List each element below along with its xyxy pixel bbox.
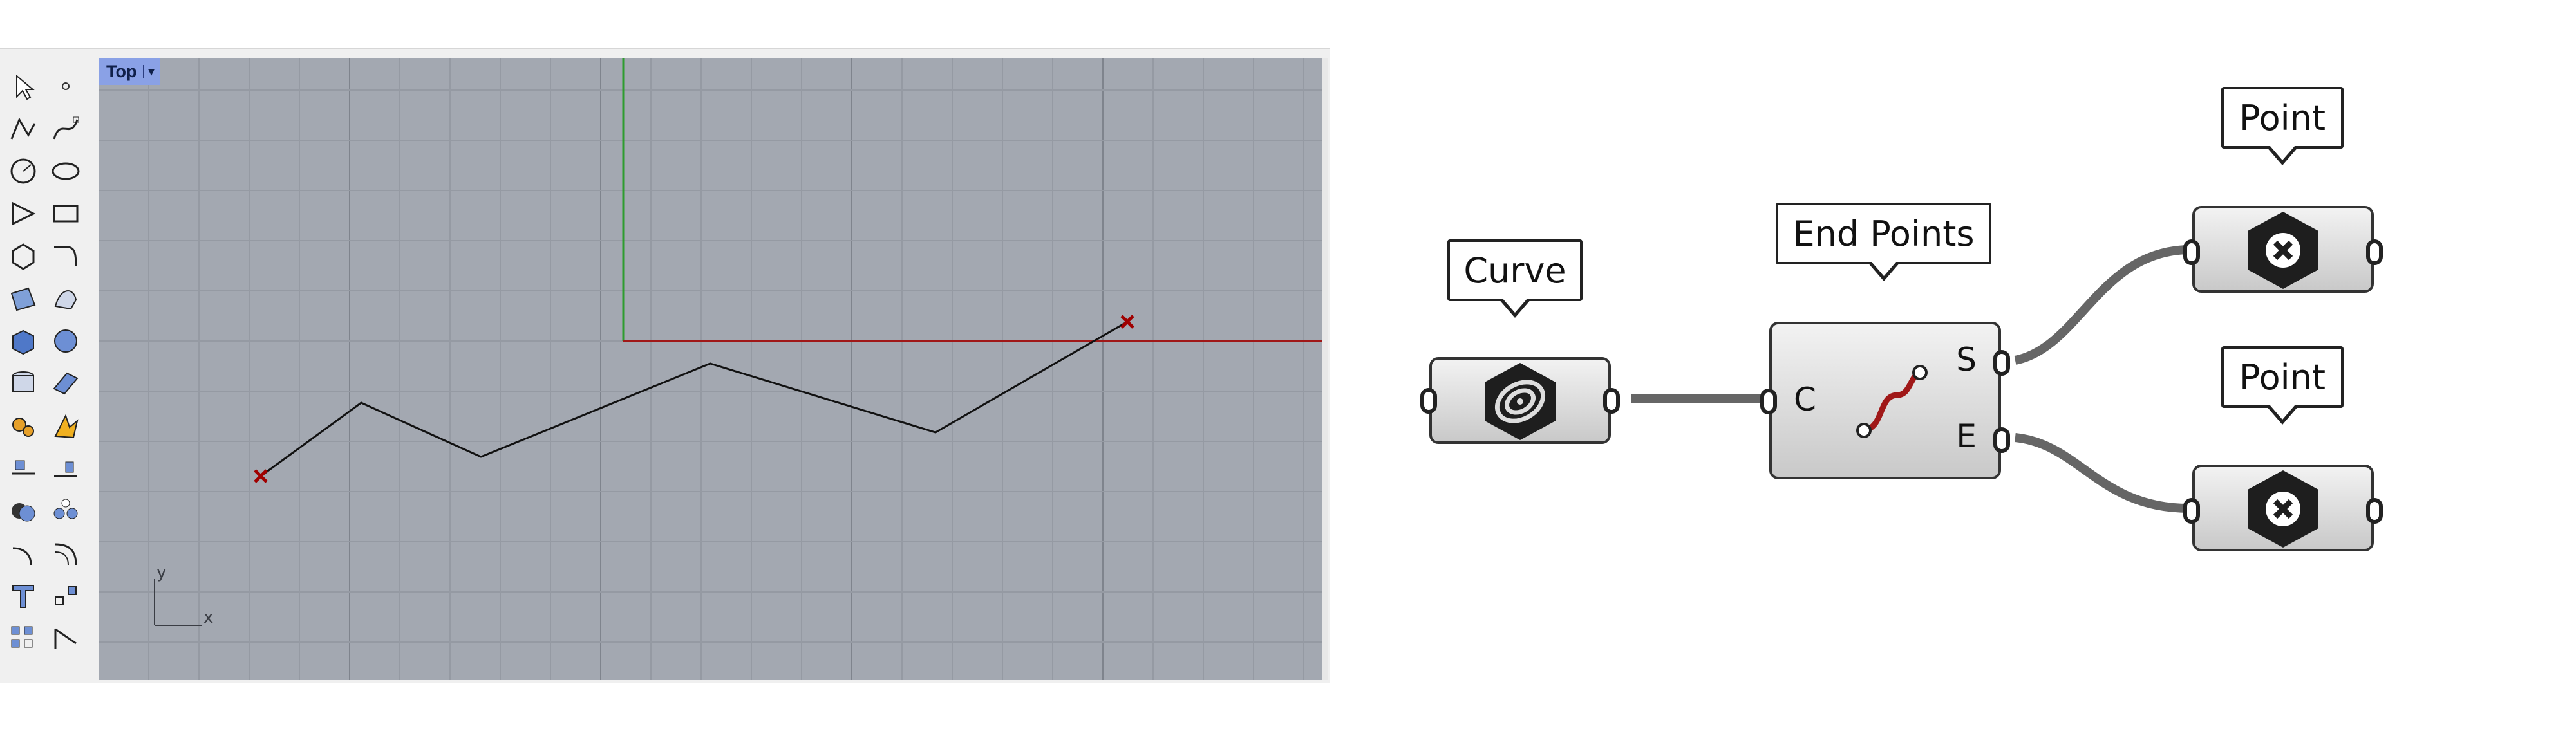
end-points-component[interactable]: C S E [1760,322,2010,479]
curve-start-point [254,469,268,483]
curve-cv-icon[interactable] [48,111,84,147]
point-2-output-port[interactable] [2366,498,2383,524]
rectangle-icon[interactable] [48,196,84,232]
wires [1631,245,2190,513]
trim-icon[interactable] [5,450,41,486]
axis-x-label: x [203,608,214,627]
curve-input-port[interactable] [1420,388,1437,414]
sphere-icon[interactable] [48,323,84,359]
circle-icon[interactable] [5,153,41,189]
left-toolbar [0,55,97,683]
point-parameter-1[interactable] [2183,206,2383,293]
output-s-label: S [1956,341,1977,378]
output-e-label: E [1956,418,1977,455]
point-icon[interactable] [48,68,84,104]
group-icon[interactable] [48,493,84,529]
point-param-icon-1 [2248,212,2318,289]
boolean-split-icon[interactable] [48,408,84,444]
output-e-port[interactable] [1993,427,2010,453]
curve-label-bubble: Curve [1447,239,1583,318]
end-points-icon [1856,365,1928,438]
curve-param-icon [1485,363,1556,440]
polyline-curve [260,320,1128,477]
cylinder-icon[interactable] [5,365,41,401]
grasshopper-canvas: Curve End Points C S E Point [1352,0,2562,729]
viewport-dropdown-icon[interactable]: ▾ [143,64,155,78]
wire-end-to-point [2015,433,2190,513]
dimension-icon[interactable] [48,620,84,656]
mesh-plane-icon[interactable] [48,365,84,401]
curve-parameter[interactable] [1420,357,1620,444]
arc-icon[interactable] [5,196,41,232]
viewport-title-tab[interactable]: Top ▾ [99,58,160,85]
viewport-grid [99,58,1322,680]
axis-y-label: y [156,563,167,582]
end-points-label-bubble: End Points [1776,203,1991,281]
point-param-icon-2 [2248,470,2318,548]
move-icon[interactable] [48,578,84,614]
input-c-port[interactable] [1760,389,1777,414]
world-axes-icon [154,579,202,626]
input-c-label: C [1794,381,1816,418]
point-parameter-2[interactable] [2183,465,2383,551]
text-icon[interactable] [5,578,41,614]
array-icon[interactable] [5,620,41,656]
point-1-output-port[interactable] [2366,239,2383,265]
curve-output-port[interactable] [1603,388,1620,414]
point-2-input-port[interactable] [2183,498,2200,524]
ellipse-icon[interactable] [48,153,84,189]
point-label-bubble-1: Point [2221,87,2344,165]
rhino-window: Top ▾ y x [0,48,1330,683]
point-1-input-port[interactable] [2183,239,2200,265]
surface-from-points-icon[interactable] [5,281,41,317]
polygon-icon[interactable] [5,238,41,274]
polyline-icon[interactable] [5,111,41,147]
blend-icon[interactable] [48,535,84,571]
wire-start-to-point [2014,245,2190,365]
point-label-bubble-2: Point [2221,346,2344,425]
curve-end-point [1120,315,1134,329]
viewport-title: Top [106,61,137,81]
boolean-union-icon[interactable] [5,493,41,529]
extrude-curve-icon[interactable] [48,281,84,317]
explode-icon[interactable] [5,408,41,444]
top-viewport[interactable]: Top ▾ y x [99,58,1328,680]
output-s-port[interactable] [1993,350,2010,376]
split-icon[interactable] [48,450,84,486]
fillet-edge-icon[interactable] [5,535,41,571]
fillet-curve-icon[interactable] [48,238,84,274]
box-icon[interactable] [5,323,41,359]
select-arrow-icon[interactable] [5,68,41,104]
